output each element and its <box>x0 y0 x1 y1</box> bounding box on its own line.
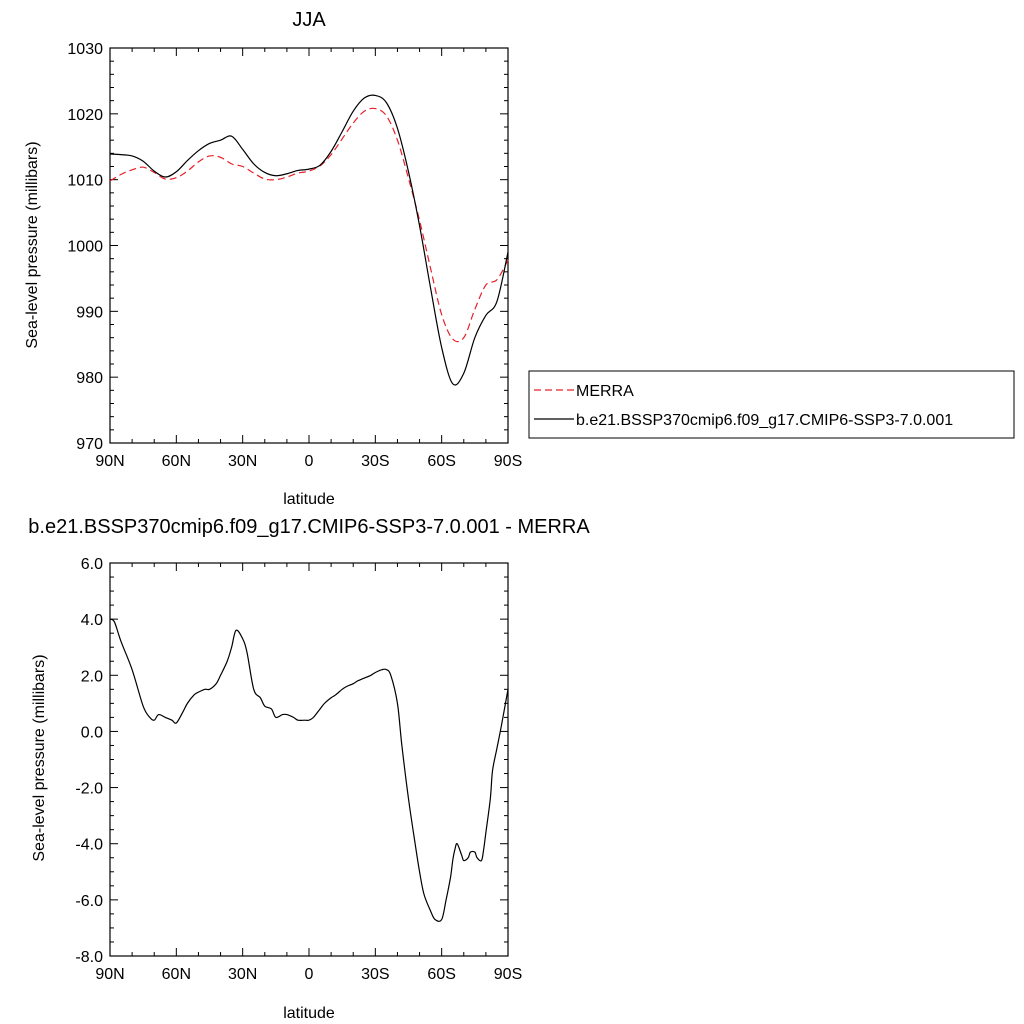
y-tick-label: 980 <box>76 370 103 387</box>
bottom-title: b.e21.BSSP370cmip6.f09_g17.CMIP6-SSP3-7.… <box>28 516 590 538</box>
x-tick-label: 60S <box>427 966 455 983</box>
series-line-merra <box>109 107 509 343</box>
top-y-tick-labels: 970 980 990 1000 1010 1020 1030 <box>67 41 103 453</box>
top-series-lines <box>109 94 509 386</box>
x-tick-label: 30N <box>228 453 257 470</box>
x-tick-label: 60N <box>162 966 191 983</box>
top-plot-frame <box>109 47 509 444</box>
panel-top: JJA 970 980 990 1000 1010 1020 1030 90N 60N 30N 0… <box>24 9 522 508</box>
series-line-difference <box>109 618 509 922</box>
x-tick-label: 30N <box>228 966 257 983</box>
x-tick-label: 60S <box>427 453 455 470</box>
y-tick-label: 2.0 <box>81 668 103 685</box>
y-tick-label: 1010 <box>67 173 103 190</box>
x-tick-label: 30S <box>361 966 389 983</box>
legend-label-model: b.e21.BSSP370cmip6.f09_g17.CMIP6-SSP3-7.… <box>576 412 953 429</box>
bottom-series-lines <box>109 618 509 922</box>
x-tick-label: 90S <box>494 453 522 470</box>
x-tick-label: 90N <box>95 453 124 470</box>
y-tick-label: -8.0 <box>75 949 103 966</box>
legend-box <box>528 370 1015 439</box>
top-title: JJA <box>292 9 326 31</box>
y-tick-label: 970 <box>76 436 103 453</box>
x-tick-label: 0 <box>305 966 314 983</box>
top-x-axis-label: latitude <box>283 491 335 508</box>
top-y-axis-label: Sea-level pressure (millibars) <box>24 141 41 348</box>
y-tick-label: -6.0 <box>75 893 103 910</box>
y-tick-label: 4.0 <box>81 612 103 629</box>
legend-label-merra: MERRA <box>576 383 634 400</box>
panel-bottom: b.e21.BSSP370cmip6.f09_g17.CMIP6-SSP3-7.… <box>28 516 590 1022</box>
y-tick-label: 1000 <box>67 239 103 256</box>
legend: MERRA b.e21.BSSP370cmip6.f09_g17.CMIP6-S… <box>528 370 1015 439</box>
top-tick-marks <box>109 47 509 444</box>
x-tick-label: 60N <box>162 453 191 470</box>
y-tick-label: 1020 <box>67 107 103 124</box>
series-line-model <box>109 94 509 386</box>
bottom-x-tick-labels: 90N 60N 30N 0 30S 60S 90S <box>95 966 522 983</box>
y-tick-label: 990 <box>76 304 103 321</box>
x-tick-label: 0 <box>305 453 314 470</box>
y-tick-label: 0.0 <box>81 724 103 741</box>
x-tick-label: 90S <box>494 966 522 983</box>
bottom-y-tick-labels: -8.0 -6.0 -4.0 -2.0 0.0 2.0 4.0 6.0 <box>75 556 103 966</box>
bottom-y-axis-label: Sea-level pressure (millibars) <box>31 654 48 861</box>
bottom-tick-marks <box>109 562 509 957</box>
bottom-plot-frame <box>109 562 509 957</box>
y-tick-label: -2.0 <box>75 781 103 798</box>
top-x-tick-labels: 90N 60N 30N 0 30S 60S 90S <box>95 453 522 470</box>
x-tick-label: 90N <box>95 966 124 983</box>
y-tick-label: 6.0 <box>81 556 103 573</box>
y-tick-label: 1030 <box>67 41 103 58</box>
y-tick-label: -4.0 <box>75 837 103 854</box>
bottom-x-axis-label: latitude <box>283 1005 335 1022</box>
x-tick-label: 30S <box>361 453 389 470</box>
